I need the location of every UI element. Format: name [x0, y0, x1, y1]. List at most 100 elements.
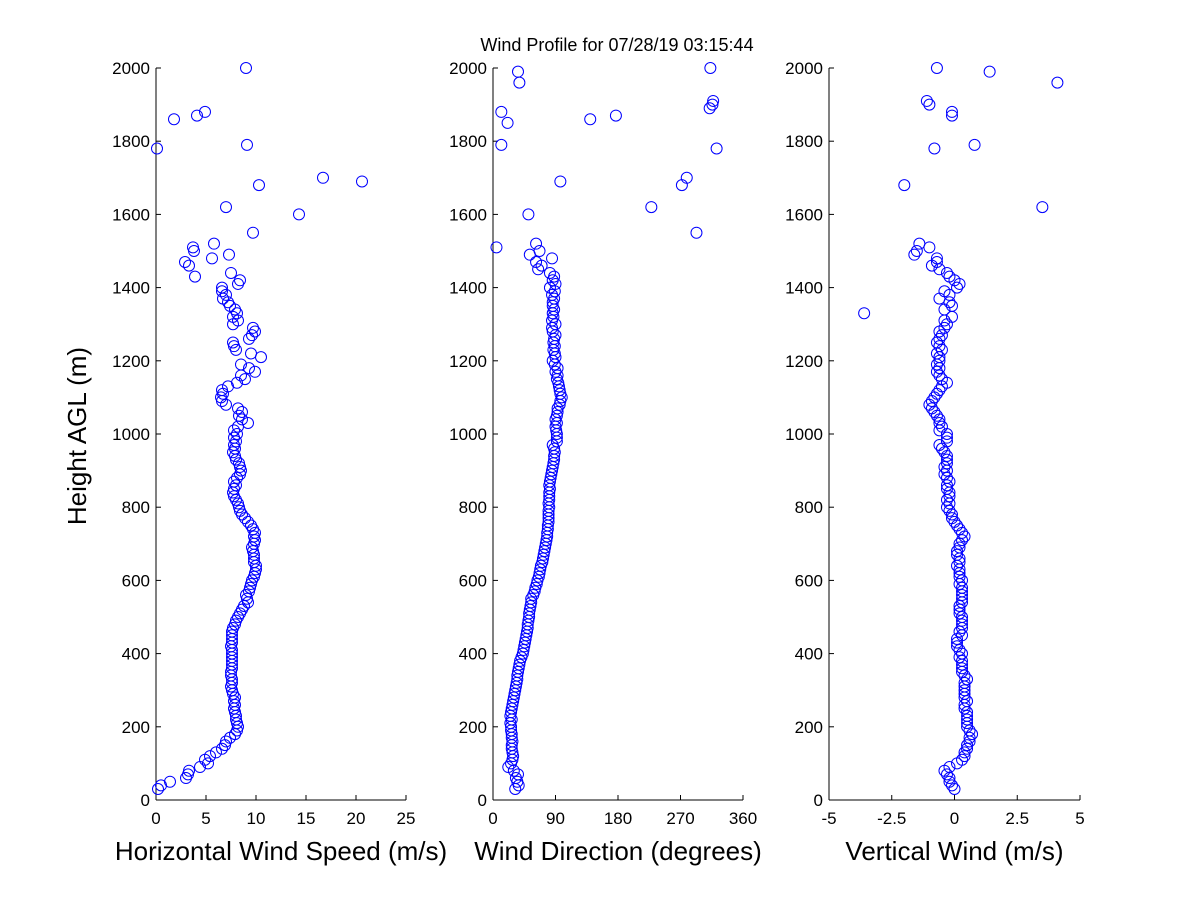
data-point — [243, 362, 255, 375]
y-tick-label: 600 — [459, 571, 487, 590]
y-tick-label: 1200 — [449, 352, 487, 371]
data-point — [202, 757, 214, 770]
data-point — [183, 259, 195, 272]
data-point — [961, 673, 974, 686]
x-tick-label: -2.5 — [877, 809, 906, 828]
data-point — [253, 179, 265, 192]
y-tick-label: 400 — [795, 645, 823, 664]
x-tick-label: 0 — [151, 809, 160, 828]
data-point — [231, 471, 243, 484]
data-point — [495, 105, 508, 118]
data-point — [951, 548, 964, 561]
data-point — [703, 102, 716, 115]
data-point — [490, 241, 503, 254]
data-point — [239, 373, 251, 386]
data-point — [956, 581, 969, 594]
data-point — [956, 574, 969, 587]
data-point — [956, 589, 969, 602]
data-point — [151, 142, 163, 155]
data-point — [940, 435, 953, 448]
data-point — [228, 475, 240, 488]
data-point — [690, 226, 703, 239]
data-point — [933, 417, 946, 430]
data-point — [533, 567, 546, 580]
data-point — [240, 589, 252, 602]
y-tick-label: 2000 — [112, 59, 150, 78]
data-point — [164, 775, 176, 788]
data-point — [293, 208, 305, 221]
y-tick-label: 600 — [795, 571, 823, 590]
data-point — [235, 358, 247, 371]
x-tick-label: 0 — [488, 809, 497, 828]
data-point — [609, 109, 622, 122]
data-point — [940, 493, 953, 506]
data-point — [938, 460, 951, 473]
data-point — [930, 255, 943, 268]
data-point — [152, 783, 164, 796]
data-point — [243, 332, 255, 345]
data-point — [543, 266, 556, 279]
data-point — [553, 384, 566, 397]
data-point — [953, 625, 966, 638]
data-point — [707, 94, 720, 107]
data-point — [933, 292, 946, 305]
data-point — [208, 237, 220, 250]
data-point — [940, 453, 953, 466]
data-point — [680, 171, 693, 184]
data-point — [191, 109, 203, 122]
data-point — [245, 347, 257, 360]
data-point — [940, 266, 953, 279]
data-point — [966, 728, 979, 741]
y-tick-label: 400 — [459, 645, 487, 664]
data-point — [228, 340, 240, 353]
y-tick-label: 200 — [459, 718, 487, 737]
data-point — [228, 424, 240, 437]
data-point — [935, 442, 948, 455]
data-point — [951, 640, 964, 653]
data-point — [231, 428, 243, 440]
data-point — [956, 618, 969, 631]
x-tick-label: 5 — [201, 809, 210, 828]
data-point — [938, 446, 951, 459]
data-point — [546, 252, 559, 265]
y-tick-label: 800 — [795, 498, 823, 517]
data-point — [958, 746, 971, 759]
x-tick-label: 20 — [347, 809, 366, 828]
data-point — [1036, 201, 1049, 214]
data-point — [219, 739, 231, 752]
data-point — [549, 329, 562, 342]
data-point — [930, 387, 943, 400]
y-tick-label: 1200 — [785, 352, 823, 371]
data-point — [182, 768, 194, 781]
data-point — [584, 113, 597, 126]
data-point — [940, 457, 953, 470]
data-point — [220, 735, 232, 748]
data-point — [317, 171, 329, 184]
data-point — [183, 764, 195, 777]
y-tick-label: 2000 — [449, 59, 487, 78]
series-wind-direction — [490, 62, 723, 796]
x-tick-label: 0 — [950, 809, 959, 828]
data-point — [226, 629, 238, 642]
data-point — [216, 281, 228, 294]
y-tick-label: 1600 — [449, 205, 487, 224]
data-point — [1051, 76, 1064, 89]
data-point — [530, 255, 543, 268]
data-point — [945, 105, 958, 118]
series-vertical-wind — [858, 62, 1064, 796]
y-tick-label: 1800 — [112, 132, 150, 151]
data-point — [216, 384, 228, 397]
data-point — [248, 570, 260, 583]
data-point — [930, 358, 943, 371]
panel-wind-direction: 0 200 400 600 800 1000 1200 1400 1600 1800 2000 0 90… — [449, 59, 762, 866]
data-point — [239, 512, 251, 525]
data-point — [956, 534, 969, 547]
data-point — [168, 113, 180, 126]
data-point — [956, 654, 969, 667]
data-point — [233, 501, 245, 514]
data-point — [943, 775, 956, 788]
data-point — [249, 365, 261, 378]
data-point — [933, 340, 946, 353]
